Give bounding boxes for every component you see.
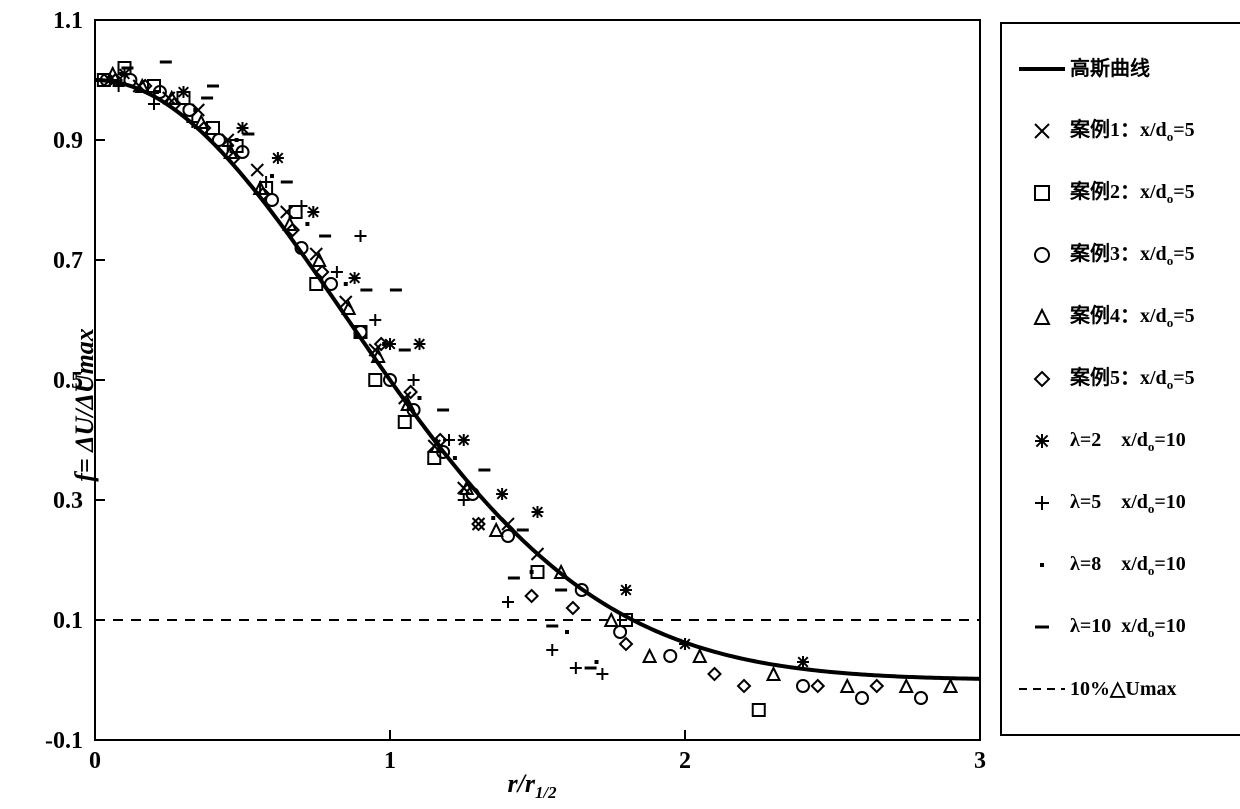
svg-text:2: 2 [679,748,691,774]
legend-label: λ=10 x/do=10 [1070,616,1186,639]
legend-item: λ=8 x/do=10 [1014,534,1239,596]
svg-text:0.1: 0.1 [53,608,83,634]
y-title-prefix: f= [70,451,99,481]
legend-item: 案例4：x/do=5 [1014,286,1239,348]
legend-swatch [1014,677,1070,701]
legend-label: λ=2 x/do=10 [1070,430,1186,453]
legend-swatch [1014,181,1070,205]
legend-label: 案例2：x/do=5 [1070,182,1195,205]
legend-label: λ=8 x/do=10 [1070,554,1186,577]
legend-label: 案例1：x/do=5 [1070,120,1195,143]
legend-swatch [1014,243,1070,267]
x-title-main: r/r [508,769,535,798]
legend-label: 10%△Umax [1070,679,1176,699]
legend-label: 案例3：x/do=5 [1070,244,1195,267]
svg-text:3: 3 [974,748,986,774]
legend-label: 高斯曲线 [1070,59,1150,79]
legend-item: λ=2 x/do=10 [1014,410,1239,472]
legend-item: 案例3：x/do=5 [1014,224,1239,286]
svg-text:1: 1 [384,748,396,774]
x-axis-title: r/r1/2 [508,769,557,803]
legend-swatch [1014,119,1070,143]
legend: 高斯曲线案例1：x/do=5 案例2：x/do=5 案例3：x/do=5 案例4：x/… [1000,22,1240,736]
svg-text:0.9: 0.9 [53,128,83,154]
legend-swatch [1014,491,1070,515]
y-title-2: ΔUmax [70,328,99,409]
x-title-sub: 1/2 [535,783,557,802]
legend-item: 10%△Umax [1014,658,1239,720]
legend-swatch [1014,367,1070,391]
legend-item: λ=10 x/do=10 [1014,596,1239,658]
svg-text:0.7: 0.7 [53,248,83,274]
svg-text:1.1: 1.1 [53,8,83,34]
legend-swatch [1014,57,1070,81]
legend-item: 案例1：x/do=5 [1014,100,1239,162]
legend-swatch [1014,429,1070,453]
svg-text:0: 0 [89,748,101,774]
legend-item: 案例2：x/do=5 [1014,162,1239,224]
svg-text:-0.1: -0.1 [45,728,83,754]
legend-label: λ=5 x/do=10 [1070,492,1186,515]
legend-item: 案例5：x/do=5 [1014,348,1239,410]
legend-item: λ=5 x/do=10 [1014,472,1239,534]
legend-label: 案例5：x/do=5 [1070,368,1195,391]
legend-label: 案例4：x/do=5 [1070,306,1195,329]
svg-text:0.3: 0.3 [53,488,83,514]
y-title-1: ΔU/ [70,409,99,451]
chart-container: 0123-0.10.10.30.50.70.91.1 f= ΔU/ΔUmax r… [0,0,1240,809]
y-axis-title: f= ΔU/ΔUmax [70,328,100,482]
legend-swatch [1014,305,1070,329]
legend-item: 高斯曲线 [1014,38,1239,100]
legend-swatch [1014,615,1070,639]
legend-swatch [1014,553,1070,577]
